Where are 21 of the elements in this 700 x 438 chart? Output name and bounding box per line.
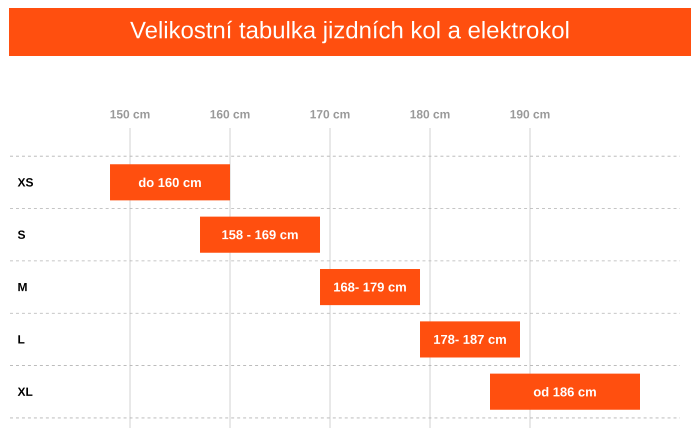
x-tick-label: 150 cm: [110, 110, 150, 118]
y-tick-label: XL: [18, 388, 32, 396]
x-tick-label: 160 cm: [210, 110, 250, 118]
bar: [200, 216, 320, 253]
annotation: 158 - 169 cm: [222, 230, 298, 240]
bar: [420, 321, 520, 358]
y-tick-label: M: [18, 282, 27, 292]
x-tick-label: 190 cm: [510, 110, 550, 118]
bar: [490, 374, 640, 410]
y-tick-label: S: [18, 230, 26, 239]
bar: [110, 164, 230, 200]
chart-title: Velikostní tabulka jizdních kol a elektrokol: [130, 20, 568, 44]
bar: [320, 268, 420, 306]
annotation: 178- 187 cm: [434, 334, 506, 344]
y-tick-label: XS: [18, 178, 34, 187]
x-tick-label: 170 cm: [310, 110, 350, 118]
annotation: od 186 cm: [534, 386, 596, 396]
annotation: 168- 179 cm: [334, 282, 406, 292]
y-tick-label: L: [18, 335, 24, 344]
x-tick-label: 180 cm: [410, 110, 450, 118]
annotation: do 160 cm: [138, 178, 201, 188]
